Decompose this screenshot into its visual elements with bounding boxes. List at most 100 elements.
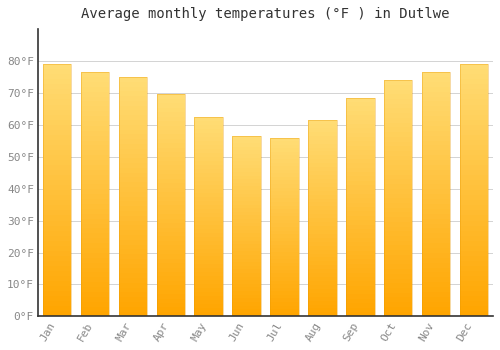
Bar [156,192,185,197]
Bar [81,155,109,160]
Bar [43,210,72,216]
Bar [194,268,223,272]
Bar [460,291,488,296]
Bar [308,206,336,210]
Bar [346,246,374,251]
Bar [384,99,412,104]
Bar [346,128,374,133]
Bar [308,242,336,246]
Bar [118,130,147,134]
Bar [81,219,109,224]
Bar [232,215,261,219]
Bar [232,179,261,183]
Bar [156,254,185,259]
Bar [346,207,374,211]
Bar [194,209,223,212]
Bar [81,87,109,92]
Bar [156,166,185,170]
Bar [308,218,336,222]
Bar [118,177,147,182]
Bar [43,281,72,286]
Bar [43,251,72,256]
Bar [194,288,223,292]
Bar [43,205,72,210]
Bar [422,277,450,282]
Bar [232,201,261,204]
Bar [270,202,299,205]
Bar [308,210,336,214]
Bar [156,308,185,312]
Bar [156,130,185,134]
Bar [270,188,299,191]
Bar [194,308,223,312]
Bar [460,79,488,84]
Bar [346,115,374,120]
Bar [194,149,223,153]
Bar [270,205,299,209]
Bar [460,306,488,311]
Bar [118,115,147,120]
Bar [308,301,336,304]
Bar [118,292,147,297]
Bar [232,313,261,316]
Bar [43,99,72,105]
Bar [270,266,299,270]
Title: Average monthly temperatures (°F ) in Dutlwe: Average monthly temperatures (°F ) in Du… [82,7,450,21]
Bar [194,252,223,257]
Bar [43,125,72,130]
Bar [43,306,72,311]
Bar [308,203,336,206]
Bar [270,173,299,177]
Bar [460,89,488,94]
Bar [118,206,147,211]
Bar [156,312,185,316]
Bar [346,211,374,216]
Bar [194,193,223,197]
Bar [43,301,72,306]
Bar [384,151,412,156]
Bar [308,230,336,234]
Bar [232,165,261,168]
Bar [346,168,374,172]
Bar [460,99,488,105]
Bar [118,249,147,254]
Bar [194,133,223,137]
Bar [384,255,412,260]
Bar [194,205,223,209]
Bar [460,69,488,74]
Bar [270,155,299,159]
Bar [194,245,223,248]
Bar [81,307,109,312]
Bar [460,220,488,225]
Bar [232,259,261,262]
Bar [81,131,109,136]
Bar [43,266,72,271]
Bar [232,168,261,172]
Bar [118,182,147,187]
Bar [270,198,299,202]
Bar [308,246,336,250]
Bar [156,276,185,281]
Bar [422,150,450,155]
Bar [308,128,336,132]
Bar [422,87,450,92]
Bar [232,280,261,284]
Bar [270,181,299,184]
Bar [308,289,336,293]
Bar [422,170,450,175]
Bar [118,106,147,111]
Bar [308,187,336,191]
Bar [81,92,109,97]
Bar [384,269,412,274]
Bar [460,216,488,220]
Bar [81,302,109,307]
Bar [460,180,488,185]
Bar [308,147,336,152]
Bar [384,288,412,293]
Bar [308,120,336,316]
Bar [232,204,261,208]
Bar [460,140,488,145]
Bar [43,150,72,155]
Bar [346,185,374,190]
Bar [194,296,223,300]
